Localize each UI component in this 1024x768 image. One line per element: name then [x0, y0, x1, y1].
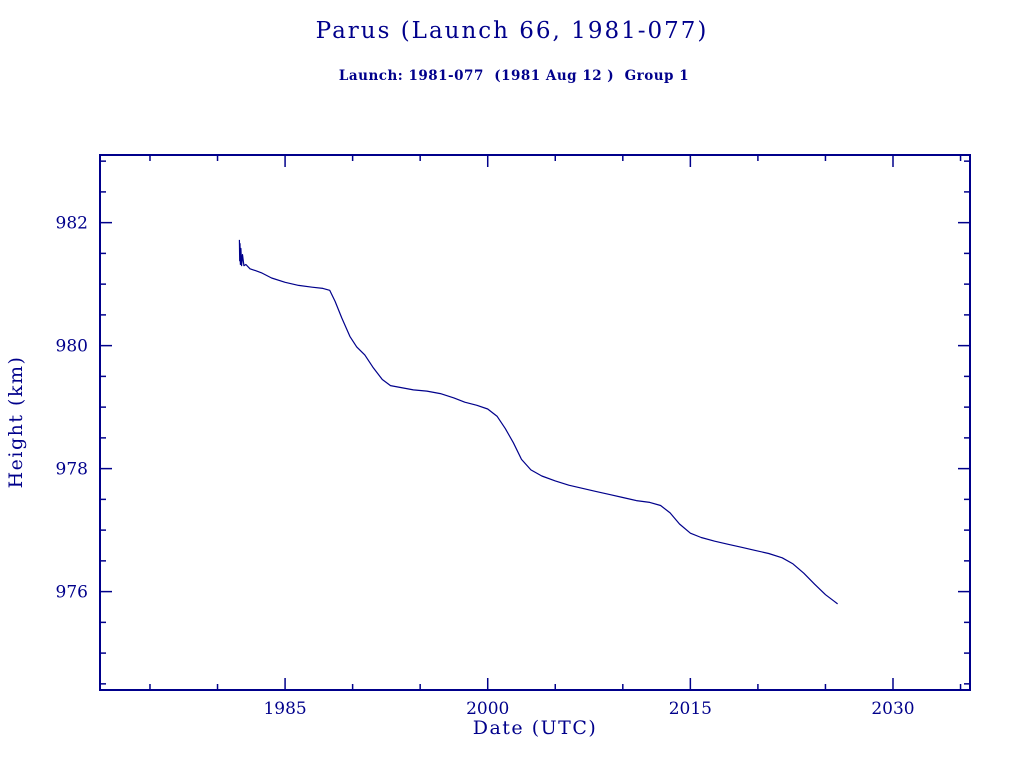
y-tick-label: 976 [56, 583, 88, 603]
x-axis-label: Date (UTC) [473, 717, 598, 739]
x-tick-label: 2030 [871, 699, 914, 719]
plot-frame [99, 154, 971, 691]
x-tick-label: 2015 [669, 699, 712, 719]
x-tick-label: 2000 [466, 699, 509, 719]
chart-title: Parus (Launch 66, 1981-077) [316, 18, 709, 44]
y-axis-label: Height (km) [5, 356, 27, 489]
y-tick-label: 982 [56, 214, 88, 234]
y-tick-label: 980 [56, 337, 88, 357]
x-tick-label: 1985 [263, 699, 306, 719]
y-tick-label: 978 [56, 460, 88, 480]
data-series-line [238, 239, 838, 605]
chart-layer: 1985 2000 2015 2030 976 978 980 982 [56, 155, 970, 719]
chart-subtitle: Launch: 1981-077 (1981 Aug 12 ) Group 1 [339, 68, 689, 84]
